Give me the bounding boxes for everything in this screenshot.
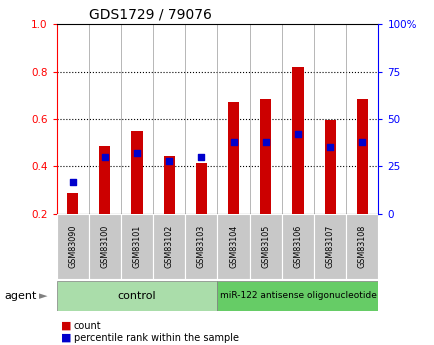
Text: ►: ► [39,291,48,301]
Bar [281,214,313,279]
Bar [163,156,174,214]
Bar [260,99,271,214]
Point [262,139,269,145]
Text: GSM83100: GSM83100 [100,225,109,268]
Text: control: control [118,291,156,301]
Point [133,150,140,156]
Bar [292,67,303,214]
Text: percentile rank within the sample: percentile rank within the sample [74,333,238,343]
Point [326,145,333,150]
Text: GSM83101: GSM83101 [132,225,141,268]
Bar [227,102,239,214]
Point [230,139,237,145]
Bar [217,214,249,279]
Bar [345,214,378,279]
Text: ■: ■ [61,321,71,331]
Point [165,158,172,164]
Bar [89,214,121,279]
Text: GDS1729 / 79076: GDS1729 / 79076 [89,8,211,22]
Point [294,131,301,137]
Text: GSM83107: GSM83107 [325,225,334,268]
Point [197,154,204,160]
Text: ■: ■ [61,333,71,343]
Bar [99,146,110,214]
Point [101,154,108,160]
Text: miR-122 antisense oligonucleotide: miR-122 antisense oligonucleotide [219,291,375,300]
Bar [67,193,78,214]
Point [358,139,365,145]
Text: GSM83104: GSM83104 [229,225,237,268]
Bar [324,120,335,214]
Text: GSM83090: GSM83090 [68,225,77,268]
Text: GSM83103: GSM83103 [197,225,205,268]
Text: GSM83108: GSM83108 [357,225,366,268]
Bar [249,214,281,279]
Text: count: count [74,321,102,331]
Text: GSM83106: GSM83106 [293,225,302,268]
Bar [131,131,142,214]
Point [69,179,76,184]
Bar [121,214,153,279]
Text: GSM83102: GSM83102 [164,225,173,268]
Bar [313,214,345,279]
Bar [195,163,207,214]
Text: GSM83105: GSM83105 [261,225,270,268]
Bar [56,281,217,310]
Bar [153,214,185,279]
Bar [356,99,367,214]
Bar [56,214,89,279]
Bar [217,281,378,310]
Text: agent: agent [4,291,36,301]
Bar [185,214,217,279]
